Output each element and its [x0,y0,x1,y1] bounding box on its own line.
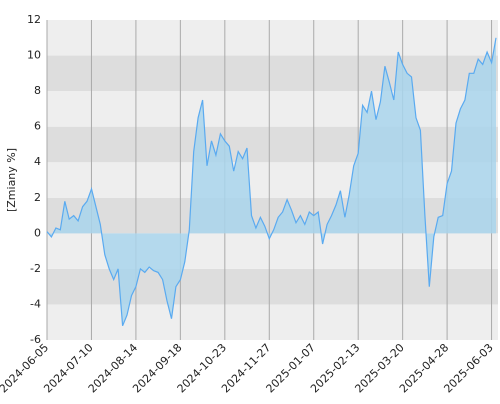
grid-band [47,126,498,163]
area [47,37,496,326]
y-tick-label: 8 [34,84,41,97]
y-tick-label: -4 [30,297,41,310]
y-tick-label: -6 [30,333,41,346]
y-tick-label: 0 [34,226,41,239]
y-tick-label: 12 [27,13,41,26]
grid-band [47,91,498,127]
grid-band [47,55,498,92]
grid-band [47,20,498,56]
y-tick-label: 2 [34,191,41,204]
y-tick-label: 10 [27,49,41,62]
y-tick-label: -2 [30,262,41,275]
grid-band [47,197,498,234]
y-tick-label: 4 [34,155,41,168]
grid-band [47,162,498,198]
y-tick-label: 6 [34,120,41,133]
line [46,37,497,327]
y-axis-label: [Zmiany %] [5,148,18,212]
grid-band [47,304,498,340]
